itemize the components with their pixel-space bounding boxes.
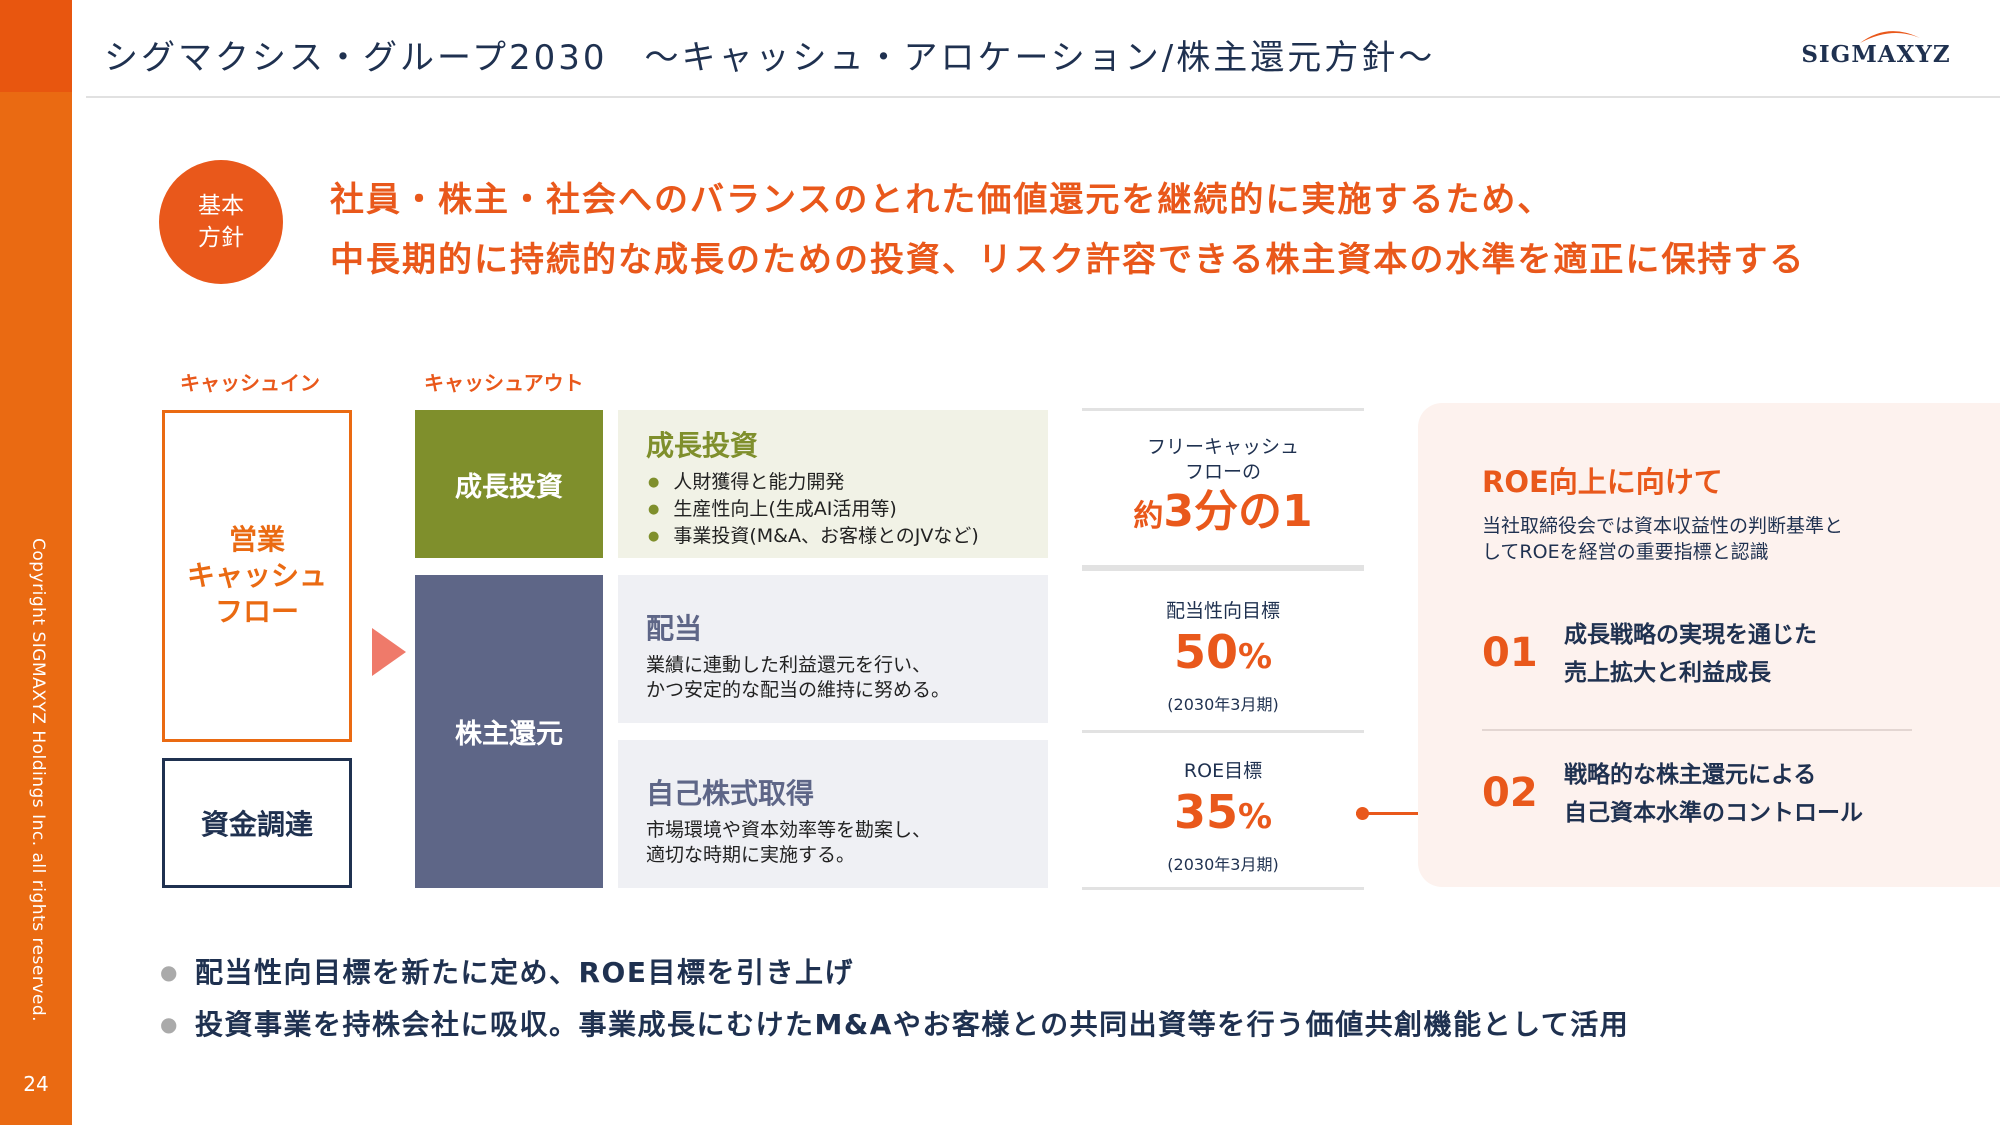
roe-connector-dot: [1356, 807, 1369, 820]
policy-line-1: 社員・株主・社会へのバランスのとれた価値還元を継続的に実施するため、: [330, 180, 1554, 220]
roe-item-line-1: 成長戦略の実現を通じた: [1564, 622, 1817, 648]
growth-bullet-list: 人財獲得と能力開発 生産性向上(生成AI活用等) 事業投資(M&A、お客様とのJ…: [648, 470, 979, 551]
dividend-line-1: 業績に連動した利益還元を行い、: [646, 654, 932, 676]
fcf-value-text: 3分の1: [1163, 486, 1313, 537]
operating-cash-flow-box: 営業 キャッシュ フロー: [162, 410, 352, 742]
fcf-value: 約3分の1: [1082, 485, 1364, 544]
growth-bullet: 事業投資(M&A、お客様とのJVなど): [648, 524, 978, 551]
badge-line-1: 基本: [198, 193, 244, 219]
cash-out-label: キャッシュアウト: [424, 371, 584, 395]
roe-panel-description: 当社取締役会では資本収益性の判断基準と してROEを経営の重要指標と認識: [1482, 513, 1843, 565]
roe-item-text: 成長戦略の実現を通じた 売上拡大と利益成長: [1564, 616, 1817, 692]
page-number: 24: [23, 1072, 49, 1096]
sidebar: Copyright SIGMAXYZ Holdings Inc. all rig…: [0, 0, 72, 1125]
roe-target-metric: ROE目標 35% (2030年3月期): [1082, 730, 1364, 890]
buyback-detail: 自己株式取得 市場環境や資本効率等を勘案し、 適切な時期に実施する。: [618, 740, 1048, 888]
roe-target-value: 35%: [1082, 784, 1364, 851]
buyback-title: 自己株式取得: [646, 777, 815, 810]
logo-arc-icon: [1860, 31, 1920, 43]
ocf-line-2: キャッシュ: [186, 559, 327, 592]
ocf-line-1: 営業: [228, 523, 285, 556]
roe-panel-divider: [1482, 729, 1912, 731]
flow-arrow-icon: [372, 628, 406, 676]
roe-desc-line-1: 当社取締役会では資本収益性の判断基準と: [1482, 515, 1844, 537]
copyright-text: Copyright SIGMAXYZ Holdings Inc. all rig…: [28, 538, 48, 1023]
fcf-prefix: 約: [1133, 499, 1164, 534]
note-item: 投資事業を持株会社に吸収。事業成長にむけたM&Aやお客様との共同出資等を行う価値…: [160, 1000, 1629, 1052]
roe-connector-line: [1356, 812, 1418, 815]
payout-number: 50: [1173, 625, 1238, 679]
roe-desc-line-2: してROEを経営の重要指標と認識: [1482, 541, 1769, 563]
roe-item-number: 01: [1482, 630, 1538, 676]
roe-improvement-panel: ROE向上に向けて 当社取締役会では資本収益性の判断基準と してROEを経営の重…: [1418, 403, 2000, 887]
cash-in-label: キャッシュイン: [180, 371, 320, 395]
roe-target-label: ROE目標: [1183, 760, 1263, 782]
note-item: 配当性向目標を新たに定め、ROE目標を引き上げ: [160, 948, 1629, 1000]
roe-item-line-1: 戦略的な株主還元による: [1564, 762, 1817, 788]
summary-notes: 配当性向目標を新たに定め、ROE目標を引き上げ 投資事業を持株会社に吸収。事業成…: [160, 948, 1629, 1052]
ocf-line-3: フロー: [214, 595, 299, 628]
roe-item-number: 02: [1482, 770, 1538, 816]
fcf-metric: フリーキャッシュ フローの 約3分の1: [1082, 408, 1364, 568]
payout-label: 配当性向目標: [1165, 600, 1280, 622]
basic-policy-statement: 社員・株主・社会へのバランスのとれた価値還元を継続的に実施するため、 中長期的に…: [330, 170, 1805, 290]
buyback-line-2: 適切な時期に実施する。: [646, 844, 856, 866]
shareholder-return-tag: 株主還元: [415, 575, 603, 888]
roe-item-line-2: 売上拡大と利益成長: [1564, 660, 1771, 686]
badge-line-2: 方針: [198, 225, 244, 251]
roe-target-unit: %: [1237, 797, 1273, 837]
logo-text: SIGMAXYZ: [1801, 41, 1951, 68]
growth-detail-title: 成長投資: [646, 429, 759, 462]
roe-item-text: 戦略的な株主還元による 自己資本水準のコントロール: [1564, 756, 1863, 832]
sidebar-accent-block: [0, 0, 72, 92]
payout-value: 50%: [1082, 624, 1364, 691]
growth-bullet: 人財獲得と能力開発: [648, 470, 979, 497]
buyback-line-1: 市場環境や資本効率等を勘案し、: [646, 819, 932, 841]
growth-investment-tag: 成長投資: [415, 410, 603, 558]
roe-target-period: (2030年3月期): [1167, 855, 1279, 874]
basic-policy-badge: 基本 方針: [159, 160, 283, 284]
growth-investment-detail: 成長投資 人財獲得と能力開発 生産性向上(生成AI活用等) 事業投資(M&A、お…: [618, 410, 1048, 558]
dividend-title: 配当: [646, 612, 703, 645]
fcf-label-1: フリーキャッシュ: [1146, 436, 1299, 458]
payout-ratio-metric: 配当性向目標 50% (2030年3月期): [1082, 568, 1364, 730]
dividend-body: 業績に連動した利益還元を行い、 かつ安定的な配当の維持に努める。: [646, 653, 950, 703]
payout-period: (2030年3月期): [1167, 695, 1279, 714]
sigmaxyz-logo: SIGMAXYZ: [1788, 24, 1964, 68]
buyback-body: 市場環境や資本効率等を勘案し、 適切な時期に実施する。: [646, 818, 931, 868]
funding-box: 資金調達: [162, 758, 352, 888]
policy-line-2: 中長期的に持続的な成長のための投資、リスク許容できる株主資本の水準を適正に保持す…: [330, 240, 1806, 280]
header-divider: [86, 96, 2000, 98]
fcf-label-2: フローの: [1184, 461, 1261, 483]
roe-target-number: 35: [1173, 785, 1238, 839]
dividend-detail: 配当 業績に連動した利益還元を行い、 かつ安定的な配当の維持に努める。: [618, 575, 1048, 723]
page-title: シグマクシス・グループ2030 ～キャッシュ・アロケーション/株主還元方針～: [104, 38, 1436, 78]
payout-unit: %: [1237, 637, 1273, 677]
growth-bullet: 生産性向上(生成AI活用等): [648, 497, 979, 524]
dividend-line-2: かつ安定的な配当の維持に努める。: [646, 679, 951, 701]
roe-item-line-2: 自己資本水準のコントロール: [1564, 800, 1863, 826]
roe-panel-title: ROE向上に向けて: [1482, 465, 1723, 499]
